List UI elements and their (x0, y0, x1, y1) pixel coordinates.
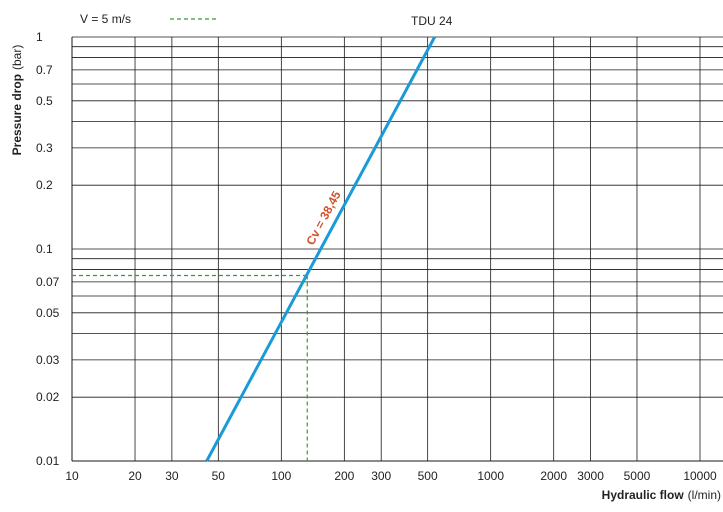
legend-text: V = 5 m/s (80, 12, 131, 26)
x-axis-label: Hydraulic flow (l/min) (602, 488, 721, 502)
x-tick-label: 2000 (540, 469, 567, 483)
x-tick-label: 10000 (683, 469, 717, 483)
x-tick-label: 500 (418, 469, 438, 483)
x-tick-label: 3000 (577, 469, 604, 483)
x-axis-label-unit: (l/min) (688, 488, 721, 502)
x-tick-label: 50 (212, 469, 226, 483)
y-tick-label: 0.7 (36, 63, 53, 77)
series-name-label: TDU 24 (411, 14, 453, 28)
y-tick-label: 0.05 (36, 306, 60, 320)
x-axis-label-bold: Hydraulic flow (602, 488, 685, 502)
series-layer (205, 36, 436, 462)
reference-lines (72, 274, 308, 461)
y-axis-label-bold: Pressure drop (10, 74, 24, 155)
series-line-tdu-24 (205, 36, 436, 462)
x-tick-labels: 10 20 30 50 100 200 300 500 1000 2000 3000 5000 1000… (65, 469, 717, 483)
x-tick-label: 100 (271, 469, 291, 483)
x-tick-label: 300 (371, 469, 391, 483)
y-tick-label: 0.07 (36, 275, 60, 289)
y-tick-label: 1 (36, 30, 43, 44)
x-tick-label: 5000 (624, 469, 651, 483)
x-tick-label: 10 (65, 469, 79, 483)
y-tick-label: 0.01 (36, 454, 60, 468)
y-tick-label: 0.02 (36, 390, 60, 404)
y-tick-label: 0.3 (36, 141, 53, 155)
y-tick-label: 0.03 (36, 353, 60, 367)
y-tick-label: 0.2 (36, 178, 53, 192)
y-axis-label: Pressure drop (bar) (10, 45, 24, 156)
y-tick-label: 0.1 (36, 242, 53, 256)
plot-frame (71, 37, 723, 462)
x-tick-label: 30 (165, 469, 179, 483)
grid (71, 36, 723, 462)
x-tick-label: 1000 (477, 469, 504, 483)
x-tick-label: 20 (128, 469, 142, 483)
y-axis-label-unit: (bar) (10, 45, 24, 70)
y-tick-labels: 1 0.7 0.5 0.3 0.2 0.1 0.07 0.05 0.03 0.02 0.01 (36, 30, 60, 468)
x-tick-label: 200 (334, 469, 354, 483)
y-tick-label: 0.5 (36, 94, 53, 108)
